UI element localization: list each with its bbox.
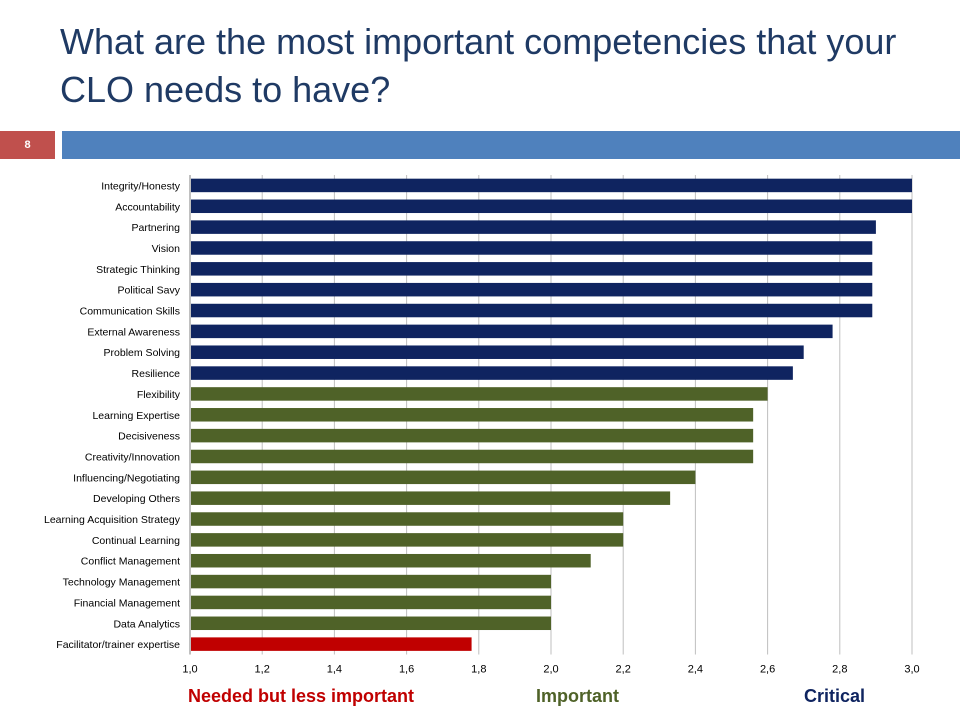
x-tick-label: 1,0 — [182, 664, 197, 676]
bar — [191, 241, 873, 255]
category-label: Communication Skills — [80, 306, 180, 318]
category-label: Continual Learning — [92, 535, 180, 547]
bar — [191, 387, 768, 401]
category-label: Vision — [152, 243, 181, 255]
page-number: 8 — [24, 139, 31, 151]
x-tick-label: 2,4 — [688, 664, 703, 676]
bar — [191, 637, 472, 651]
category-label: Learning Expertise — [92, 410, 180, 422]
x-tick-label: 2,8 — [832, 664, 847, 676]
bar — [191, 408, 754, 422]
bar — [191, 595, 551, 610]
category-label: Partnering — [132, 222, 181, 234]
legend-critical: Critical — [804, 686, 866, 706]
bar — [191, 345, 804, 359]
category-label: External Awareness — [87, 326, 180, 338]
bar — [191, 199, 912, 214]
category-label: Developing Others — [93, 493, 180, 505]
category-label: Influencing/Negotiating — [73, 472, 180, 484]
category-label: Conflict Management — [81, 556, 180, 568]
bar — [191, 366, 793, 380]
category-label: Facilitator/trainer expertise — [56, 639, 180, 651]
category-label: Strategic Thinking — [96, 264, 180, 276]
x-tick-label: 1,2 — [255, 664, 270, 676]
bar — [191, 428, 754, 443]
category-label: Accountability — [115, 201, 181, 213]
bar — [191, 220, 876, 234]
category-label: Political Savy — [118, 285, 181, 297]
bar — [191, 282, 873, 297]
x-tick-label: 3,0 — [904, 664, 919, 676]
bar — [191, 470, 696, 485]
x-tick-label: 1,6 — [399, 664, 414, 676]
category-label: Decisiveness — [118, 431, 180, 443]
slide-title: What are the most important competencies… — [60, 21, 897, 110]
x-tick-label: 1,8 — [471, 664, 486, 676]
bar — [191, 262, 873, 276]
category-label: Creativity/Innovation — [85, 451, 180, 463]
bar — [191, 553, 591, 568]
category-label: Integrity/Honesty — [101, 180, 181, 192]
competency-bar-chart: 1,0 1,2 1,4 1,6 1,8 2,0 2,2 2,4 2,6 2,8 3,0 Integri… — [44, 175, 920, 676]
category-label: Problem Solving — [104, 347, 181, 359]
bar — [191, 303, 873, 318]
bar — [191, 512, 624, 526]
category-label: Learning Acquisition Strategy — [44, 514, 181, 526]
bar — [191, 449, 754, 464]
x-tick-label: 2,0 — [543, 664, 558, 676]
legend-important: Important — [536, 686, 619, 706]
bar — [191, 324, 833, 339]
bar — [191, 616, 551, 631]
category-label: Resilience — [132, 368, 181, 380]
legend-less-important: Needed but less important — [188, 686, 415, 706]
category-label: Data Analytics — [113, 618, 180, 630]
bar — [191, 491, 671, 505]
x-tick-label: 1,4 — [327, 664, 342, 676]
bar — [191, 574, 551, 589]
x-tick-label: 2,2 — [616, 664, 631, 676]
category-label: Financial Management — [74, 597, 180, 609]
x-tick-label: 2,6 — [760, 664, 775, 676]
category-label: Flexibility — [137, 389, 181, 401]
bar — [191, 178, 912, 193]
title-divider-band — [62, 131, 960, 159]
category-label: Technology Management — [63, 577, 180, 589]
bar — [191, 533, 624, 547]
page-number-band — [0, 131, 55, 159]
